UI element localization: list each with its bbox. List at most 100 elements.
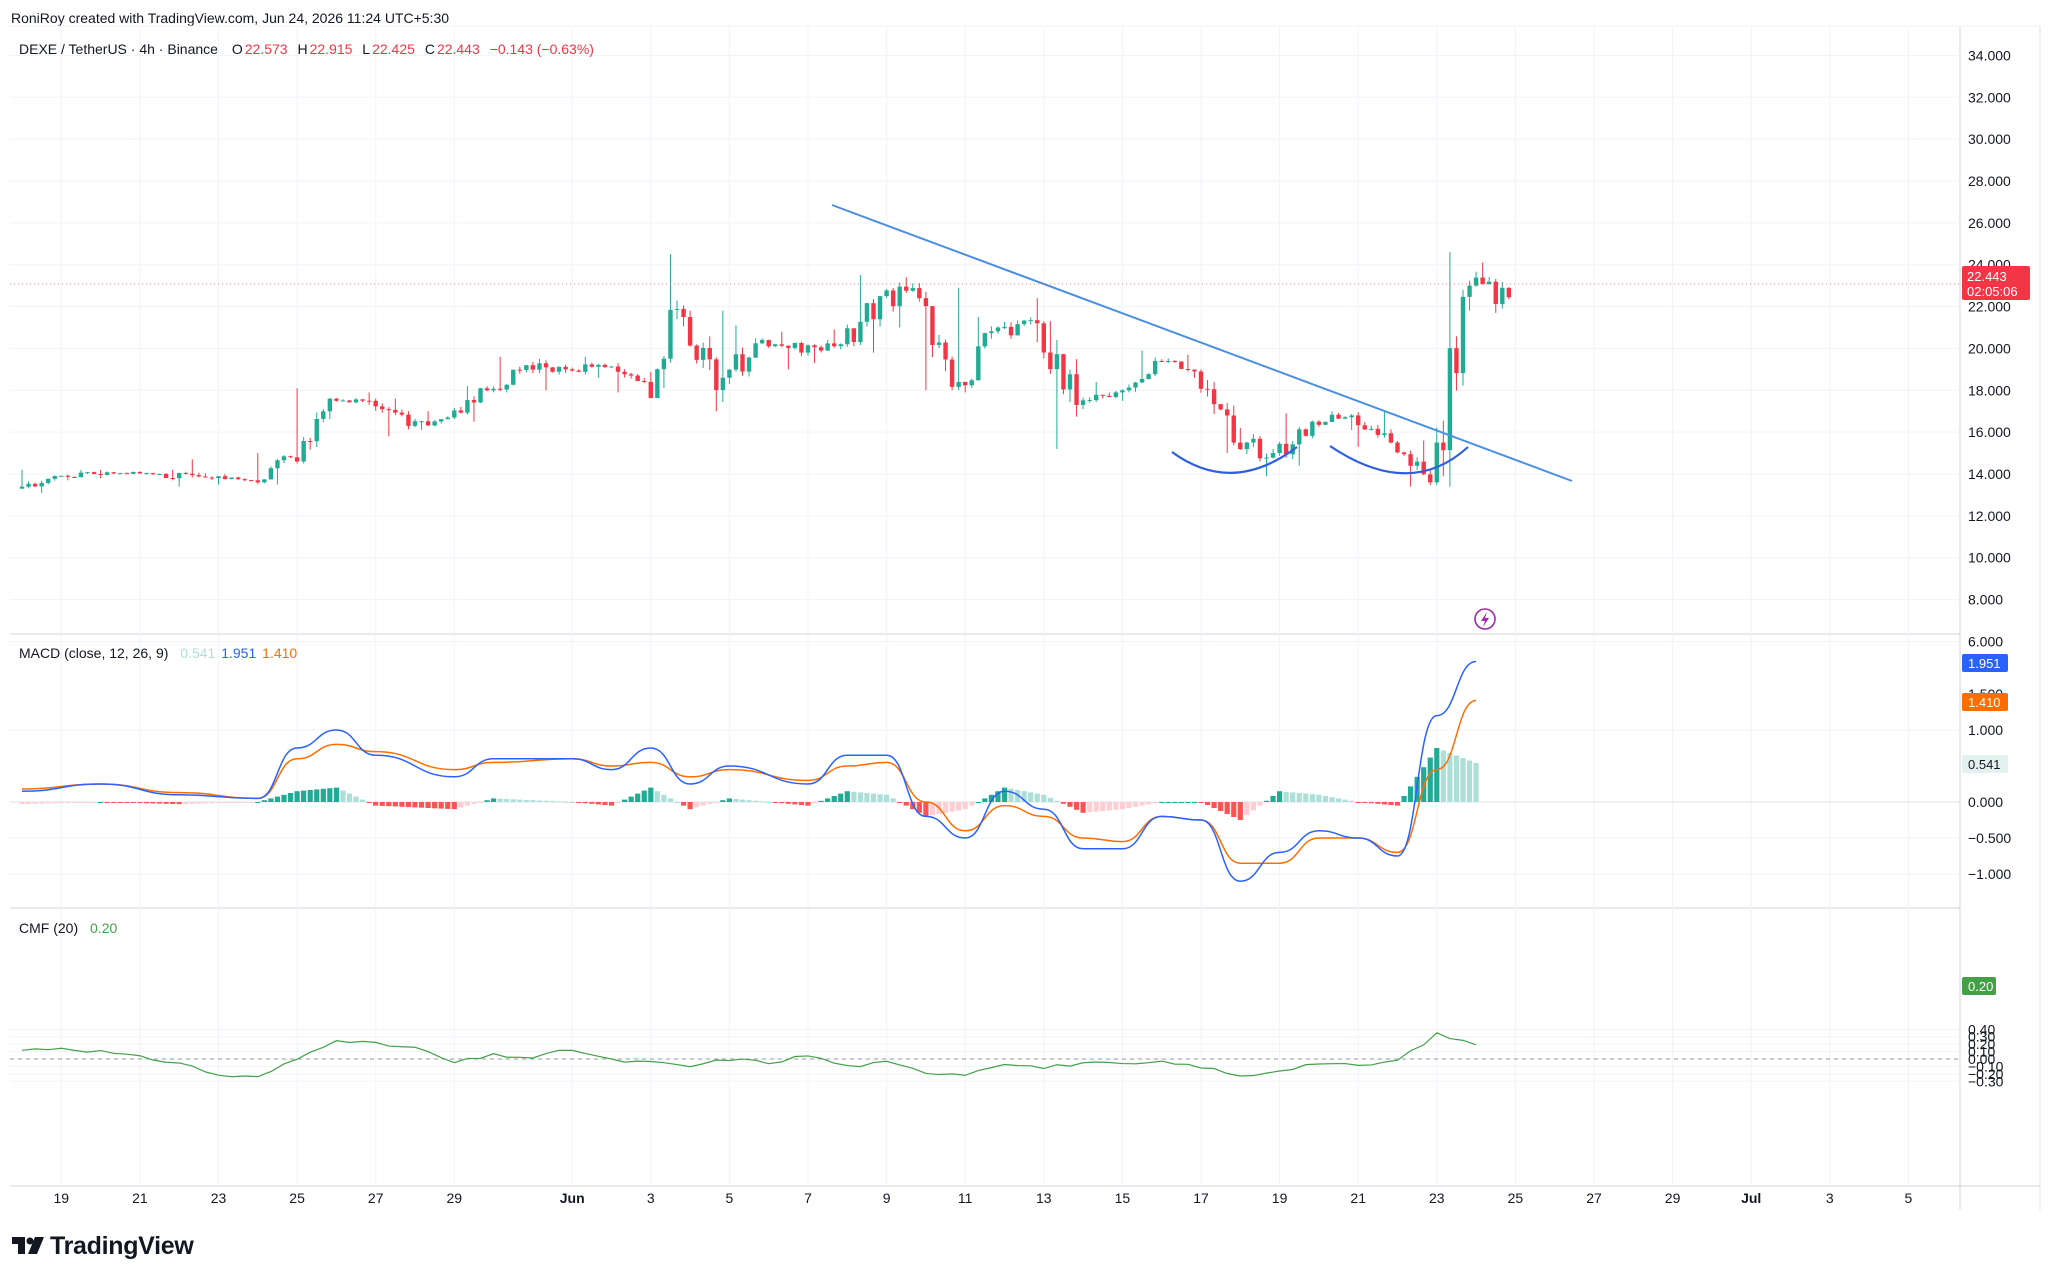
candle-body bbox=[753, 343, 758, 358]
candle-body bbox=[583, 364, 588, 372]
candle-body bbox=[1087, 400, 1092, 402]
macd-histogram-bar bbox=[242, 802, 248, 803]
candle-body bbox=[163, 473, 169, 478]
candle-body bbox=[1369, 428, 1374, 430]
candle-body bbox=[255, 480, 260, 483]
svg-text:1.410: 1.410 bbox=[1968, 695, 2001, 710]
macd-histogram-bar bbox=[1434, 748, 1440, 802]
macd-histogram-bar bbox=[1034, 793, 1040, 802]
svg-text:1.951: 1.951 bbox=[1968, 656, 2001, 671]
cmf-legend-label[interactable]: CMF (20) bbox=[19, 920, 79, 936]
macd-histogram-bar bbox=[78, 802, 84, 803]
macd-histogram-bar bbox=[491, 798, 497, 802]
candle-body bbox=[1447, 348, 1453, 451]
price-axis-label: 22.000 bbox=[1968, 299, 2011, 315]
macd-histogram-bar bbox=[1368, 802, 1374, 804]
macd-histogram-bar bbox=[667, 798, 674, 802]
price-axis-label: 30.000 bbox=[1968, 131, 2011, 147]
candle-body bbox=[406, 414, 411, 426]
symbol-name[interactable]: DEXE / TetherUS · 4h · Binance bbox=[19, 41, 218, 57]
macd-histogram-bar bbox=[366, 802, 372, 803]
candle-body bbox=[242, 479, 247, 481]
macd-signal-line bbox=[21, 699, 1477, 864]
candle-body bbox=[150, 473, 156, 475]
macd-histogram-bar bbox=[294, 791, 300, 802]
time-axis-label: 25 bbox=[289, 1190, 305, 1206]
macd-histogram-bar bbox=[255, 802, 261, 803]
macd-histogram-bar bbox=[530, 800, 536, 802]
macd-histogram-bar bbox=[956, 802, 962, 811]
chart-frame bbox=[10, 25, 2041, 1210]
macd-histogram-bar bbox=[1349, 800, 1355, 802]
macd-histogram-bar bbox=[445, 802, 451, 809]
macd-histogram-bar bbox=[137, 802, 143, 804]
candle-body bbox=[366, 400, 372, 402]
lightning-alert-icon[interactable] bbox=[1474, 608, 1496, 630]
macd-histogram-bar bbox=[707, 802, 713, 804]
candle-body bbox=[976, 346, 981, 381]
candle-body bbox=[347, 400, 352, 403]
candle-body bbox=[910, 288, 915, 291]
candle-body bbox=[203, 476, 208, 478]
candle-body bbox=[543, 363, 549, 368]
svg-text:0.20: 0.20 bbox=[1968, 979, 1993, 994]
candle-body bbox=[1218, 404, 1223, 410]
macd-histogram-bar bbox=[844, 791, 850, 802]
time-axis-label: 27 bbox=[368, 1190, 384, 1206]
macd-histogram-bar bbox=[1191, 802, 1198, 803]
descending-trendline[interactable] bbox=[831, 204, 1573, 482]
candle-body bbox=[563, 366, 568, 370]
macd-histogram-bar bbox=[189, 802, 195, 804]
candle-body bbox=[1152, 360, 1158, 375]
macd-histogram-bar bbox=[995, 791, 1001, 802]
macd-histogram-bar bbox=[287, 793, 294, 802]
candle-body bbox=[124, 473, 129, 475]
macd-histogram-bar bbox=[563, 801, 569, 803]
macd-histogram-bar bbox=[818, 800, 824, 802]
candle-body bbox=[943, 342, 948, 360]
price-axis-label: 12.000 bbox=[1968, 508, 2011, 524]
candle-body bbox=[1048, 352, 1053, 370]
macd-histogram-bar bbox=[635, 793, 641, 802]
macd-histogram-bar bbox=[694, 802, 700, 808]
macd-histogram-bar bbox=[1185, 802, 1191, 803]
candle-body bbox=[1362, 425, 1367, 430]
candle-body bbox=[445, 417, 450, 420]
candle-body bbox=[1487, 281, 1492, 285]
candle-body bbox=[314, 418, 319, 442]
rounded-bottom-arc-left[interactable] bbox=[1171, 446, 1298, 474]
candle-body bbox=[1414, 461, 1420, 466]
candle-body bbox=[32, 483, 38, 487]
low-value: 22.425 bbox=[372, 41, 415, 57]
macd-histogram-bar bbox=[261, 800, 267, 802]
macd-histogram-bar bbox=[84, 802, 91, 803]
candle-body bbox=[740, 354, 745, 372]
candle-body bbox=[805, 345, 811, 353]
macd-histogram-bar bbox=[163, 802, 169, 804]
macd-histogram-bar bbox=[1073, 802, 1080, 810]
macd-histogram-bar bbox=[405, 802, 412, 808]
candle-body bbox=[897, 286, 902, 307]
candle-body bbox=[1035, 320, 1040, 324]
rounded-bottom-arc-right[interactable] bbox=[1329, 445, 1469, 475]
macd-legend-label[interactable]: MACD (close, 12, 26, 9) bbox=[19, 645, 169, 661]
time-axis-label: Jul bbox=[1741, 1190, 1761, 1206]
macd-histogram-bar bbox=[215, 802, 222, 804]
macd-histogram-bar bbox=[314, 789, 320, 802]
macd-histogram-bar bbox=[713, 802, 719, 803]
macd-histogram-bar bbox=[1152, 802, 1158, 804]
top-credit-bar: RoniRoy created with TradingView.com, Ju… bbox=[0, 0, 2048, 36]
candle-body bbox=[1264, 457, 1269, 459]
macd-histogram-bar bbox=[523, 799, 529, 802]
time-axis-label: 3 bbox=[647, 1190, 655, 1206]
candle-body bbox=[65, 475, 71, 477]
macd-histogram-bar bbox=[648, 787, 654, 802]
candle-body bbox=[327, 398, 333, 412]
candle-body bbox=[930, 306, 935, 345]
macd-histogram-bar bbox=[117, 802, 123, 803]
candle-body bbox=[1015, 324, 1020, 336]
candle-body bbox=[183, 472, 188, 474]
candle-body bbox=[177, 472, 182, 479]
candle-body bbox=[550, 367, 555, 372]
